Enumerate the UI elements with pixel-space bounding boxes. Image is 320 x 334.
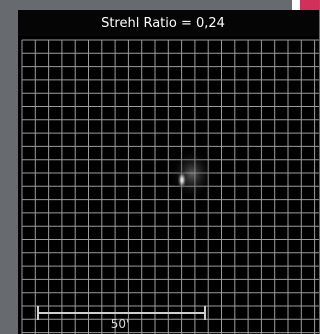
strehl-viewer: Strehl Ratio = 0,24 50' xyxy=(0,0,319,334)
title: Strehl Ratio = 0,24 xyxy=(101,16,225,31)
scale-label: 50' xyxy=(111,317,130,331)
corner-swatch xyxy=(300,0,319,10)
psf-halo xyxy=(170,148,214,200)
psf-core xyxy=(177,170,187,190)
page: Strehl Ratio = 0,24 50' (() => { const d… xyxy=(0,0,319,334)
